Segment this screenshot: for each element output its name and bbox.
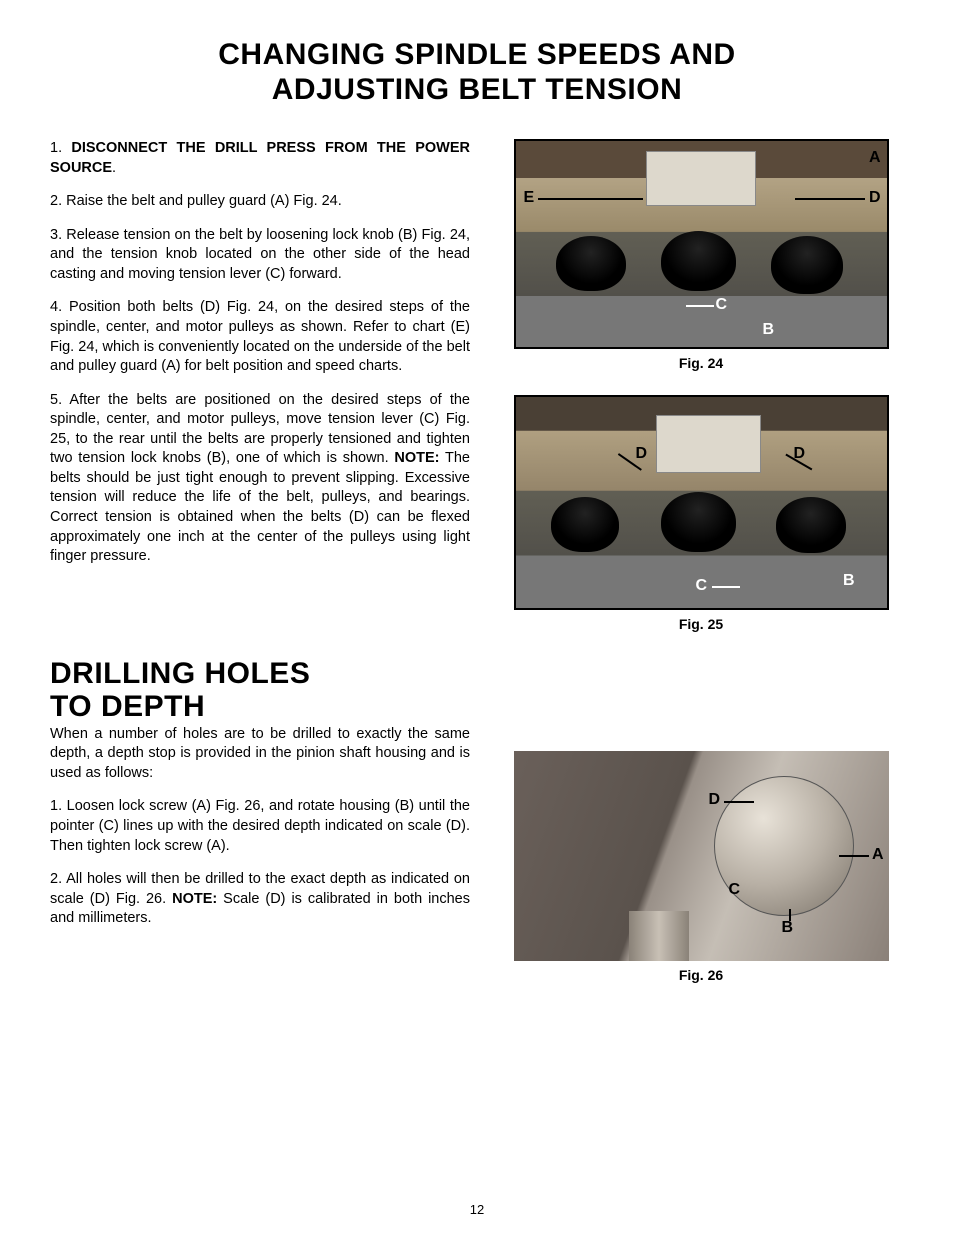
- fig26-label-A: A: [872, 846, 884, 864]
- section-2-title-l2: TO DEPTH: [50, 690, 205, 723]
- fig26-post: [629, 911, 689, 961]
- step-5c: The belts should be just tight enough to…: [50, 450, 470, 564]
- fig24-pulley-mid: [661, 231, 736, 291]
- step-1-period: .: [112, 160, 116, 176]
- fig25-pulley-mid: [661, 492, 736, 552]
- step-1-num: 1.: [50, 140, 71, 156]
- figures-column: A D E C B Fig. 24 D D C B Fig. 25: [498, 139, 904, 983]
- fig25-label-C: C: [696, 577, 708, 595]
- fig24-pulley-right: [771, 236, 843, 294]
- title-line-2: ADJUSTING BELT TENSION: [272, 73, 682, 106]
- fig24-line-C: [686, 305, 714, 307]
- fig26-line-D: [724, 801, 754, 803]
- step-1: 1. DISCONNECT THE DRILL PRESS FROM THE P…: [50, 139, 470, 178]
- fig26-label-D: D: [709, 791, 721, 809]
- fig24-label-A: A: [869, 149, 881, 167]
- fig24-line-E: [538, 198, 643, 200]
- step-3: 3. Release tension on the belt by loosen…: [50, 226, 470, 285]
- page-number: 12: [0, 1202, 954, 1217]
- fig26-label-B: B: [782, 919, 794, 937]
- section-2-title-l1: DRILLING HOLES: [50, 657, 310, 690]
- step-5-note: NOTE:: [394, 450, 439, 466]
- fig24-label-C: C: [716, 296, 728, 314]
- figure-25: D D C B: [514, 395, 889, 610]
- step-5: 5. After the belts are positioned on the…: [50, 391, 470, 567]
- fig26-label-C: C: [729, 881, 741, 899]
- section-1-columns: 1. DISCONNECT THE DRILL PRESS FROM THE P…: [50, 139, 904, 983]
- figure-26-caption: Fig. 26: [498, 967, 904, 983]
- fig24-line-D: [795, 198, 865, 200]
- section-2-step-2: 2. All holes will then be drilled to the…: [50, 870, 470, 929]
- section-2-intro: When a number of holes are to be drilled…: [50, 725, 470, 784]
- figure-26: D A C B: [514, 751, 889, 961]
- s2s2-note: NOTE:: [172, 891, 217, 907]
- fig25-pulley-left: [551, 497, 619, 552]
- fig24-chart: [646, 151, 756, 206]
- figure-25-caption: Fig. 25: [498, 616, 904, 632]
- fig24-label-E: E: [524, 189, 535, 207]
- step-2: 2. Raise the belt and pulley guard (A) F…: [50, 192, 470, 212]
- title-line-1: CHANGING SPINDLE SPEEDS AND: [218, 38, 735, 71]
- fig25-chart: [656, 415, 761, 473]
- section-2-step-1: 1. Loosen lock screw (A) Fig. 26, and ro…: [50, 797, 470, 856]
- fig26-line-B: [789, 909, 791, 921]
- fig24-pulley-left: [556, 236, 626, 291]
- fig25-label-B: B: [843, 572, 855, 590]
- fig24-label-B: B: [763, 321, 775, 339]
- page-title: CHANGING SPINDLE SPEEDS AND ADJUSTING BE…: [50, 38, 904, 107]
- section-2-title: DRILLING HOLES TO DEPTH: [50, 657, 470, 723]
- fig25-pulley-right: [776, 497, 846, 553]
- figure-24: A D E C B: [514, 139, 889, 349]
- fig25-label-D1: D: [636, 445, 648, 463]
- fig26-line-A: [839, 855, 869, 857]
- figure-24-caption: Fig. 24: [498, 355, 904, 371]
- section-1-text: 1. DISCONNECT THE DRILL PRESS FROM THE P…: [50, 139, 470, 983]
- fig26-spacer: [498, 656, 904, 751]
- step-4: 4. Position both belts (D) Fig. 24, on t…: [50, 298, 470, 376]
- fig24-label-D: D: [869, 189, 881, 207]
- fig25-line-C: [712, 586, 740, 588]
